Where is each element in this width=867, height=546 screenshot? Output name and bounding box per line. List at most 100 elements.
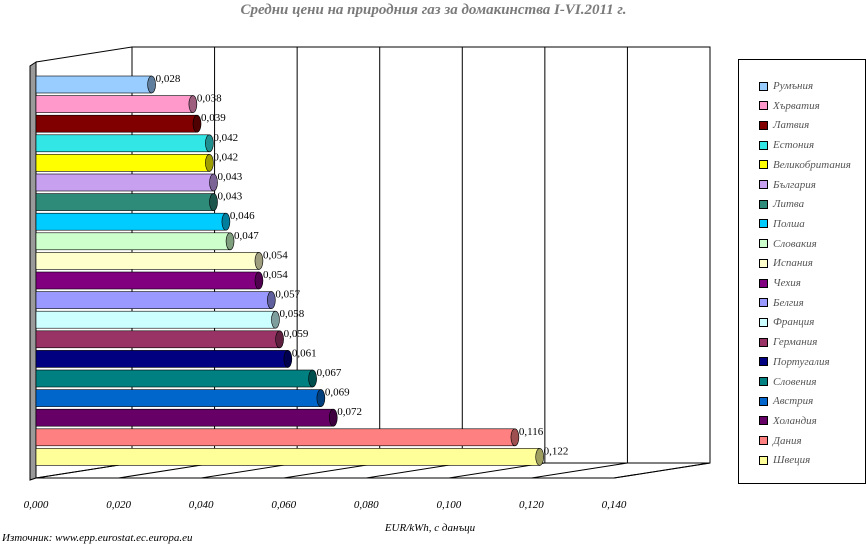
bar-cap (308, 369, 317, 388)
bar (35, 448, 540, 466)
legend-label: Швеция (773, 454, 811, 467)
legend-label: Испания (773, 257, 813, 270)
legend-swatch (759, 140, 768, 150)
legend-item: Холандия (759, 414, 817, 428)
bar (35, 252, 260, 270)
legend-item: Словения (759, 375, 817, 389)
bar (35, 310, 276, 329)
bar-cap (254, 252, 264, 270)
legend-item: Хърватия (759, 99, 820, 113)
bar-cap (147, 75, 156, 94)
legend-swatch (759, 101, 768, 111)
x-tick-label: 0,100 (436, 499, 461, 511)
bar (35, 193, 214, 211)
bar-cap (188, 95, 198, 113)
legend: Румъния Хърватия Латвия Естония Великобритан… (738, 59, 866, 484)
legend-label: България (773, 178, 816, 191)
legend-swatch (759, 377, 768, 386)
legend-label: Румъния (773, 80, 814, 92)
data-label: 0,047 (234, 230, 259, 242)
x-tick-label: 0,120 (519, 499, 544, 511)
bar (35, 369, 313, 388)
legend-item: Словакия (759, 237, 817, 251)
data-label: 0,046 (230, 210, 255, 222)
wall-edge (35, 46, 133, 63)
bar (35, 232, 231, 251)
legend-label: Германия (773, 336, 818, 349)
legend-label: Франция (773, 316, 815, 329)
legend-item: Белгия (759, 296, 804, 310)
legend-label: Португалия (773, 355, 830, 368)
data-label: 0,058 (279, 308, 304, 320)
legend-label: Чехия (773, 277, 801, 289)
legend-swatch (759, 160, 768, 170)
bar-cap (205, 134, 214, 153)
floor-gridline (613, 462, 711, 479)
bar-cap (271, 310, 280, 329)
bar-cap (510, 428, 520, 447)
legend-item: Латвия (759, 118, 809, 132)
floor-gridline (531, 462, 628, 479)
data-label: 0,039 (201, 112, 226, 124)
data-label: 0,059 (284, 328, 309, 340)
legend-label: Великобритания (773, 158, 851, 171)
data-label: 0,028 (156, 73, 181, 85)
legend-swatch (759, 416, 768, 426)
legend-label: Австрия (773, 395, 814, 408)
data-label: 0,043 (218, 191, 243, 203)
bar (35, 389, 322, 407)
legend-label: Полша (773, 217, 805, 230)
legend-item: Литва (759, 197, 804, 211)
legend-swatch (759, 396, 768, 406)
legend-item: Великобритания (759, 158, 851, 172)
data-label: 0,069 (325, 387, 350, 399)
legend-item: Полша (759, 217, 805, 231)
legend-swatch (759, 278, 768, 288)
side-wall (29, 61, 37, 481)
legend-swatch (759, 239, 768, 249)
bar (35, 95, 194, 113)
bar (35, 350, 289, 368)
data-label: 0,042 (213, 132, 238, 144)
legend-label: Холандия (773, 414, 817, 427)
x-tick-label: 0,020 (106, 499, 131, 511)
legend-item: Франция (759, 315, 814, 329)
data-label: 0,067 (317, 367, 342, 379)
legend-label: Словения (773, 375, 817, 388)
legend-swatch (759, 180, 768, 189)
legend-label: Литва (773, 198, 805, 211)
legend-swatch (759, 258, 768, 268)
legend-swatch (759, 357, 768, 367)
x-axis-label: EUR/kWh, с данъци (384, 522, 476, 534)
bar-cap (328, 408, 338, 427)
data-label: 0,072 (337, 406, 362, 418)
x-tick-label: 0,080 (354, 499, 379, 511)
bar-cap (225, 232, 235, 251)
legend-swatch (759, 436, 768, 446)
bar (35, 134, 210, 153)
legend-label: Словакия (773, 237, 817, 250)
legend-label: Белгия (773, 296, 804, 309)
data-label: 0,061 (292, 347, 317, 359)
bar (35, 212, 227, 231)
bar-cap (535, 448, 544, 466)
data-label: 0,054 (263, 249, 288, 261)
x-tick-label: 0,040 (189, 499, 214, 511)
bar-cap (254, 271, 264, 290)
legend-label: Естония (773, 139, 815, 152)
bar-cap (267, 291, 276, 309)
chart-title: Средни цени на природния газ за домакинс… (240, 2, 627, 18)
data-label: 0,043 (218, 171, 243, 183)
x-tick-label: 0,060 (271, 499, 296, 511)
bar-cap (192, 114, 202, 133)
bar (35, 154, 210, 172)
legend-label: Дания (773, 434, 802, 447)
bar (35, 173, 214, 192)
legend-swatch (759, 199, 768, 209)
bar (35, 75, 152, 94)
legend-swatch (759, 81, 768, 91)
bar-cap (275, 330, 284, 349)
data-label: 0,054 (263, 269, 288, 281)
data-label: 0,116 (519, 426, 544, 438)
